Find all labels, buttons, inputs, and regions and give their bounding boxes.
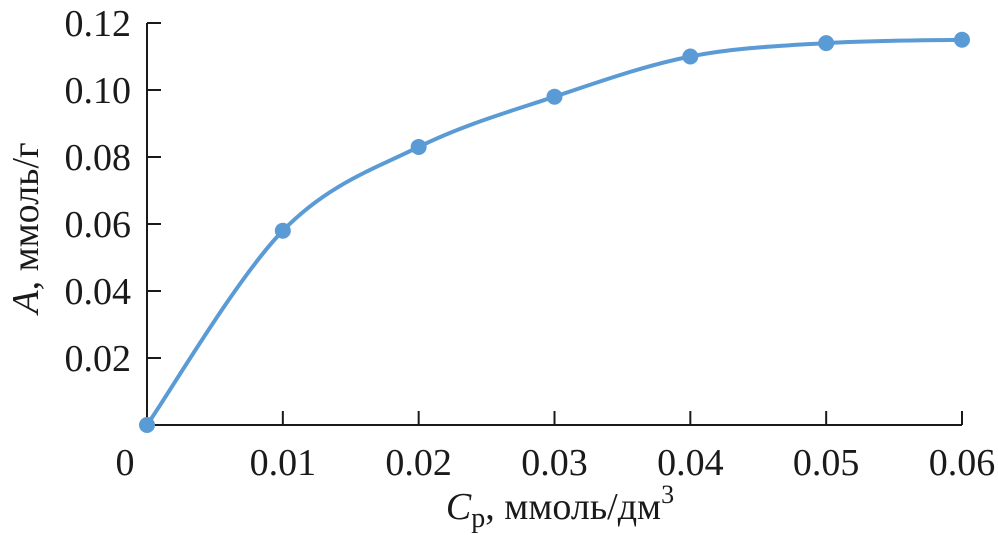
y-tick-label: 0.06 (65, 204, 132, 246)
x-axis-superscript: 3 (661, 480, 674, 509)
x-tick-label: 0.01 (250, 442, 317, 484)
y-tick-label: 0.10 (65, 70, 132, 112)
x-tick-label: 0.06 (929, 442, 996, 484)
x-axis-subscript: р (471, 503, 485, 534)
y-axis-symbol: A (5, 290, 47, 317)
data-point (682, 48, 699, 65)
data-point (410, 138, 427, 155)
axis-lines (146, 23, 962, 426)
x-tick-label: 0 (116, 442, 135, 484)
y-axis-title: A, ммоль/г (5, 142, 47, 316)
x-tick-label: 0.03 (521, 442, 588, 484)
x-axis-ticks: 0 0.01 0.02 0.03 0.04 0.05 0.06 (116, 411, 996, 484)
x-tick-label: 0.04 (657, 442, 724, 484)
data-point (954, 31, 970, 48)
data-point (818, 35, 835, 52)
data-point (546, 88, 563, 105)
axes (146, 23, 962, 426)
y-tick-label: 0.12 (65, 3, 132, 45)
y-axis-ticks: 0.02 0.04 0.06 0.08 0.10 0.12 (65, 3, 161, 380)
data-point (139, 417, 155, 433)
y-tick-label: 0.02 (65, 338, 132, 380)
y-tick-label: 0.04 (65, 271, 132, 313)
x-axis-title: Cр, ммоль/дм3 (446, 480, 674, 534)
x-tick-label: 0.02 (385, 442, 452, 484)
x-axis-unit: , ммоль/дм (485, 486, 661, 528)
y-axis-unit: , ммоль/г (5, 142, 47, 290)
x-axis-symbol: C (446, 486, 472, 528)
series-layer (139, 31, 970, 433)
y-tick-label: 0.08 (65, 137, 132, 179)
data-point (274, 222, 291, 239)
x-tick-label: 0.05 (793, 442, 860, 484)
